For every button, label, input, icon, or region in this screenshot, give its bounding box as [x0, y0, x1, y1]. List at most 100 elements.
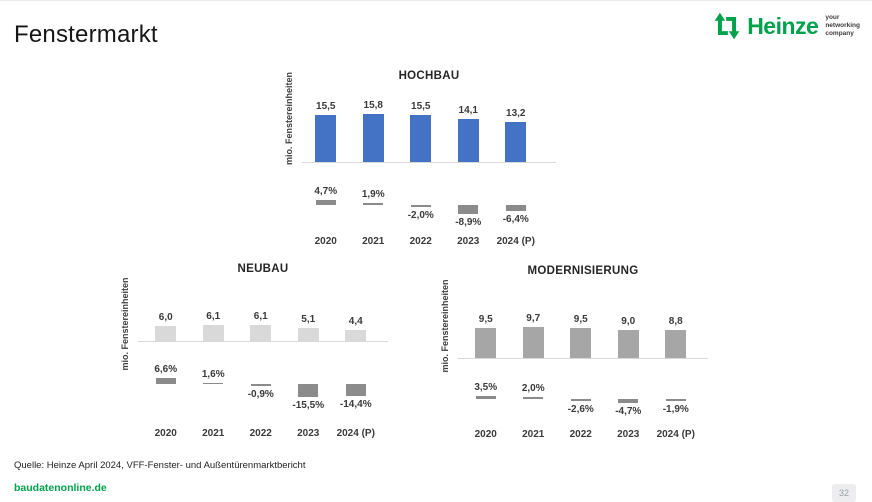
change-label: -8,9% — [455, 216, 482, 228]
change-column — [332, 342, 380, 384]
year-label: 2022 — [249, 428, 272, 439]
change-label: -15,5% — [292, 400, 325, 412]
logo-tagline-line: networking — [825, 21, 860, 29]
change-column: -8,9% — [445, 205, 493, 236]
change-bars-negative-row: -0,9% -15,5% -14,4% — [138, 384, 388, 428]
change-label: -2,0% — [407, 210, 434, 221]
change-column: -4,7% — [605, 399, 653, 429]
chart-title: MODERNISIERUNG — [527, 265, 639, 277]
year-column: 2021 — [510, 429, 558, 440]
bars-row: 9,5 9,7 9,5 9,0 8,8 — [458, 277, 708, 358]
change-column — [190, 384, 238, 428]
change-column — [350, 205, 398, 236]
website-link[interactable]: baudatenonline.de — [14, 482, 107, 494]
bar — [202, 325, 224, 341]
bar-value-label: 15,5 — [411, 100, 431, 112]
bar-column: 9,0 — [605, 277, 653, 358]
exchange-arrows-icon — [714, 12, 740, 40]
year-label: 2024 (P) — [656, 429, 695, 440]
change-bar — [618, 399, 639, 403]
year-column: 2021 — [190, 428, 238, 439]
bar — [362, 113, 384, 162]
year-label: 2021 — [522, 429, 545, 440]
bar-value-label: 4,4 — [348, 315, 363, 327]
change-bar — [298, 384, 319, 398]
bar-value-label: 9,7 — [526, 313, 541, 325]
bar-column: 4,4 — [332, 275, 380, 341]
change-column: 2,0% — [510, 359, 558, 399]
year-label: 2021 — [202, 428, 225, 439]
logo-tagline-line: company — [825, 30, 854, 38]
logo-tagline-line: your — [825, 13, 840, 21]
bar-column: 15,8 — [350, 82, 398, 162]
change-bar — [458, 205, 479, 214]
change-label: -4,7% — [615, 406, 642, 417]
change-column: -6,4% — [492, 205, 540, 236]
bar-value-label: 15,8 — [363, 99, 383, 111]
change-label: 4,7% — [314, 186, 338, 198]
plot-area: HOCHBAU 15,5 15,8 15,5 14,1 13,2 4,7% 1,9% -2… — [302, 66, 556, 247]
change-column — [142, 384, 190, 428]
bar-column: 9,5 — [462, 277, 510, 358]
change-bars-negative-row: -2,0% -8,9% -6,4% — [302, 205, 556, 236]
year-column: 2022 — [397, 236, 445, 247]
change-label: -1,9% — [662, 403, 689, 415]
year-column: 2024 (P) — [652, 429, 700, 440]
change-bar — [570, 399, 591, 402]
bars-row: 15,5 15,8 15,5 14,1 13,2 — [302, 82, 556, 162]
change-label: 1,9% — [361, 189, 385, 201]
bar — [505, 121, 527, 162]
bar-value-label: 9,5 — [478, 314, 493, 326]
source-text: Quelle: Heinze April 2024, VFF-Fenster- … — [14, 460, 306, 471]
year-column: 2024 (P) — [492, 236, 540, 247]
year-label: 2020 — [474, 429, 497, 440]
bar — [457, 119, 479, 162]
plot-area: NEUBAU 6,0 6,1 6,1 5,1 4,4 6,6% 1,6% -0,9% -15… — [138, 259, 388, 439]
bar-column: 9,5 — [557, 277, 605, 358]
axis-baseline — [302, 162, 556, 163]
heinze-logo: Heinze your networking company — [712, 11, 860, 41]
change-bar — [250, 384, 271, 386]
year-label: 2024 (P) — [496, 236, 535, 247]
year-column: 2020 — [142, 428, 190, 439]
year-label: 2023 — [457, 236, 480, 247]
logo-wordmark: Heinze — [747, 12, 819, 39]
change-column — [237, 342, 285, 384]
bar — [155, 325, 177, 341]
y-axis-label: mio. Fenstereinheiten — [440, 279, 450, 373]
year-label: 2022 — [409, 236, 432, 247]
bar — [250, 325, 272, 341]
bar-value-label: 8,8 — [668, 316, 683, 328]
bar — [617, 329, 639, 358]
change-bar — [345, 384, 366, 397]
year-label: 2022 — [569, 429, 592, 440]
page-number: 32 — [832, 484, 856, 502]
bar-column: 9,7 — [510, 277, 558, 358]
change-column: 1,9% — [350, 163, 398, 205]
change-column — [397, 163, 445, 205]
year-label: 2020 — [154, 428, 177, 439]
change-bar — [523, 397, 544, 399]
bar — [665, 330, 687, 358]
change-bar — [410, 205, 431, 207]
year-labels-row: 2020 2021 2022 2023 2024 (P) — [302, 236, 556, 247]
bar — [522, 327, 544, 358]
bar-value-label: 6,1 — [253, 311, 268, 323]
year-label: 2023 — [297, 428, 320, 439]
bar — [345, 329, 367, 341]
change-column: 4,7% — [302, 163, 350, 205]
bar-column: 15,5 — [397, 82, 445, 162]
change-column — [492, 163, 540, 205]
change-column — [462, 399, 510, 429]
change-column — [285, 342, 333, 384]
bar-value-label: 6,0 — [158, 311, 173, 323]
bar-column: 13,2 — [492, 82, 540, 162]
chart-title: NEUBAU — [237, 263, 289, 275]
year-column: 2023 — [285, 428, 333, 439]
change-column — [445, 163, 493, 205]
bar-column: 6,1 — [237, 275, 285, 341]
year-column: 2023 — [445, 236, 493, 247]
year-column: 2024 (P) — [332, 428, 380, 439]
change-column: -14,4% — [332, 384, 380, 428]
axis-baseline — [458, 358, 708, 359]
